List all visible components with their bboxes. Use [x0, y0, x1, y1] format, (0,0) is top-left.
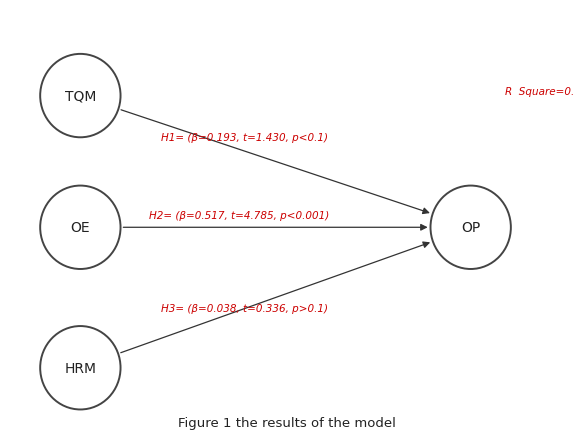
Ellipse shape: [430, 186, 511, 269]
Ellipse shape: [40, 326, 121, 410]
Text: H3= (β=0.038, t=0.336, p>0.1): H3= (β=0.038, t=0.336, p>0.1): [161, 304, 328, 314]
Text: Figure 1 the results of the model: Figure 1 the results of the model: [178, 416, 396, 429]
Text: HRM: HRM: [64, 361, 96, 375]
Ellipse shape: [40, 186, 121, 269]
Text: TQM: TQM: [65, 89, 96, 103]
Text: OE: OE: [71, 221, 90, 235]
Text: H2= (β=0.517, t=4.785, p<0.001): H2= (β=0.517, t=4.785, p<0.001): [149, 211, 329, 220]
Ellipse shape: [40, 55, 121, 138]
Text: H1= (β=0.193, t=1.430, p<0.1): H1= (β=0.193, t=1.430, p<0.1): [161, 133, 328, 143]
Text: OP: OP: [461, 221, 480, 235]
Text: R  Square=0.523: R Square=0.523: [505, 87, 574, 97]
